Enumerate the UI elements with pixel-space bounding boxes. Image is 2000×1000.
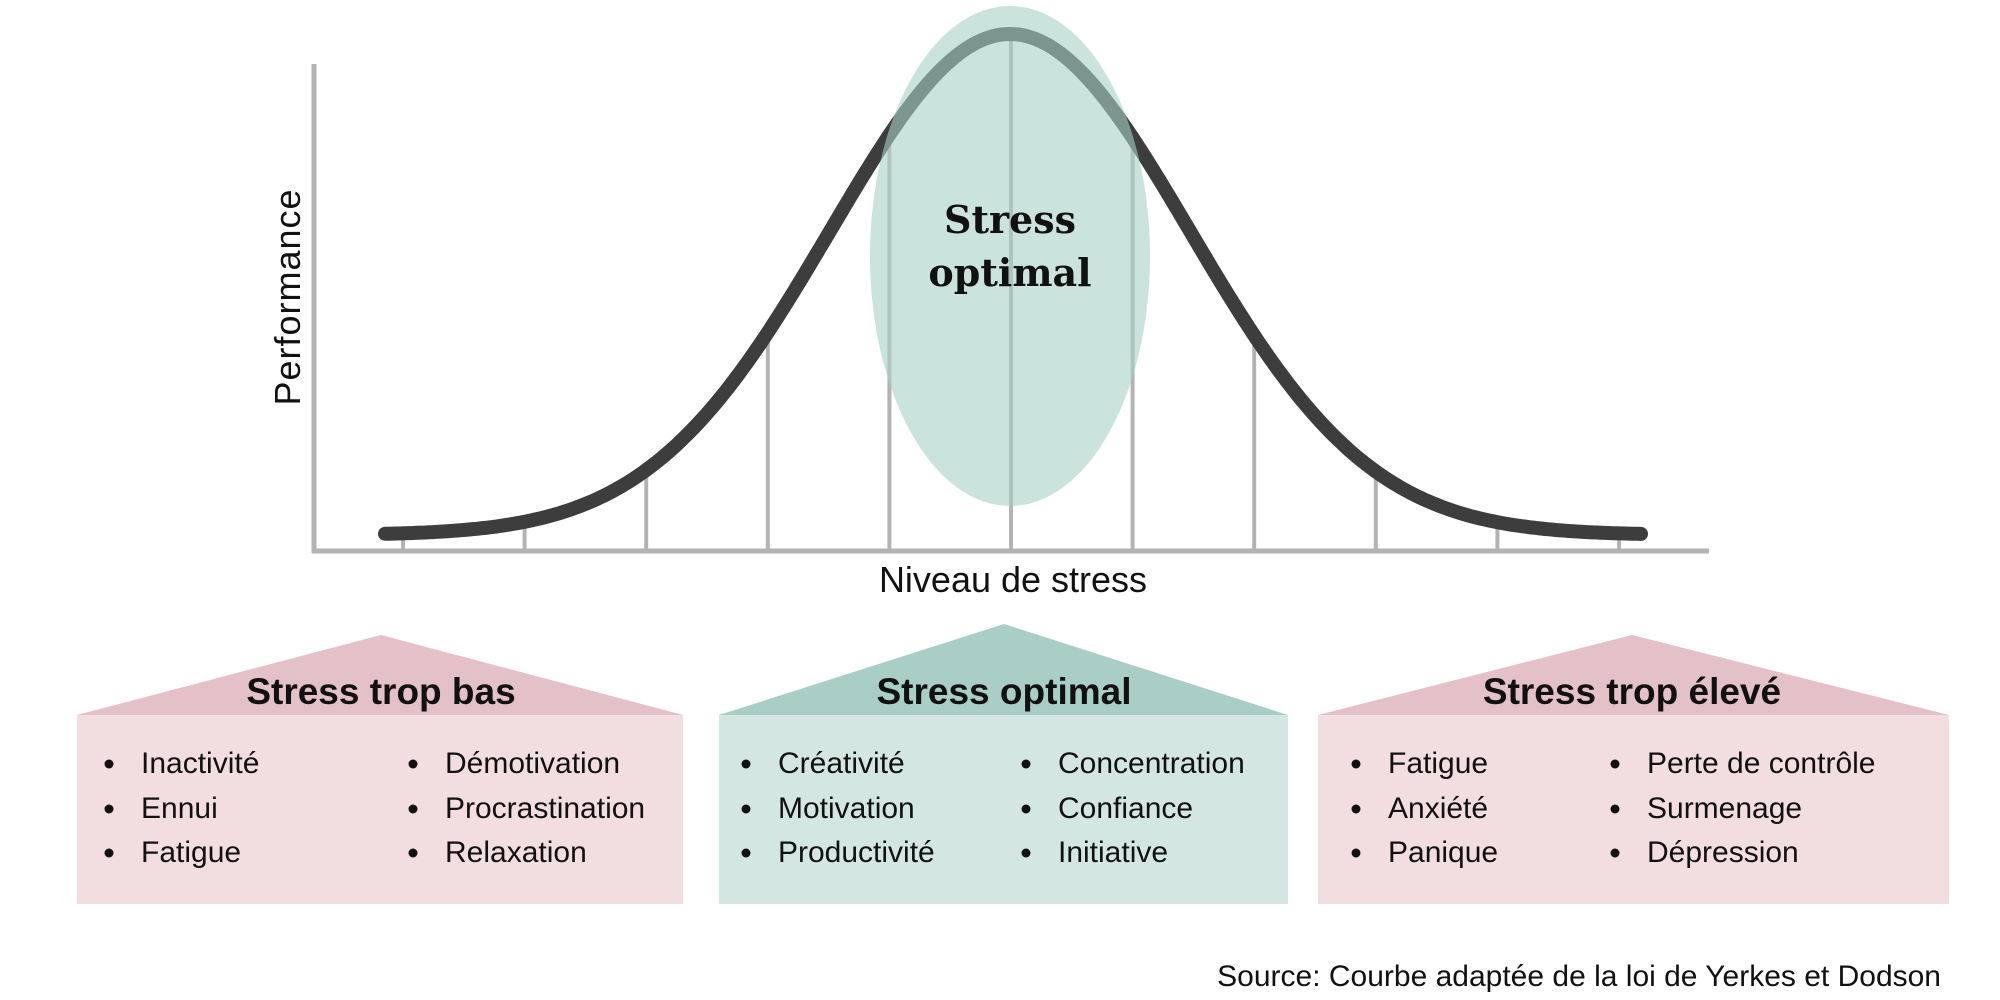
list-item: Anxiété <box>1388 792 1489 825</box>
bullet-icon <box>741 804 751 814</box>
list-item: Panique <box>1388 836 1499 869</box>
bullet-icon <box>408 804 418 814</box>
panel-optimal-body <box>719 715 1288 904</box>
optimal-zone-label: Stress optimal <box>928 193 1091 299</box>
panel-low-roof <box>77 635 683 715</box>
bullet-icon <box>1610 804 1620 814</box>
list-item: Ennui <box>141 792 218 825</box>
y-axis-label: Performance <box>267 188 308 406</box>
list-item: Concentration <box>1058 747 1245 780</box>
list-item: Procrastination <box>445 792 646 825</box>
panel-high-body <box>1318 715 1949 904</box>
bullet-icon <box>1021 804 1031 814</box>
optimal-zone-ellipse <box>870 6 1150 506</box>
optimal-zone-label-line: optimal <box>928 250 1092 295</box>
list-item: Démotivation <box>445 747 621 780</box>
bullet-icon <box>1351 804 1361 814</box>
panel-optimal-roof <box>719 624 1288 715</box>
bullet-icon <box>1021 759 1031 769</box>
bullet-icon <box>104 804 114 814</box>
panel-title: Stress trop élevé <box>1482 671 1782 712</box>
panel-low-body <box>77 715 683 904</box>
bullet-icon <box>1610 848 1620 858</box>
x-axis-label: Niveau de stress <box>878 559 1148 600</box>
list-item: Créativité <box>778 747 905 780</box>
panel-high-roof <box>1318 635 1949 715</box>
list-item: Dépression <box>1647 836 1799 869</box>
panel-title: Stress optimal <box>876 671 1132 712</box>
list-item: Surmenage <box>1647 792 1803 825</box>
bullet-icon <box>741 759 751 769</box>
source-note: Source: Courbe adaptée de la loi de Yerk… <box>1217 960 1941 993</box>
bullet-icon <box>1351 759 1361 769</box>
bullet-icon <box>741 848 751 858</box>
list-item: Inactivité <box>141 747 260 780</box>
bullet-icon <box>104 848 114 858</box>
bullet-icon <box>408 848 418 858</box>
bullet-icon <box>1610 759 1620 769</box>
panel-title: Stress trop bas <box>246 671 516 712</box>
list-item: Productivité <box>778 836 935 869</box>
list-item: Motivation <box>778 792 915 825</box>
list-item: Fatigue <box>1388 747 1489 780</box>
bullet-icon <box>408 759 418 769</box>
list-item: Confiance <box>1058 792 1194 825</box>
bullet-icon <box>104 759 114 769</box>
bullet-icon <box>1351 848 1361 858</box>
list-item: Initiative <box>1058 836 1169 869</box>
optimal-zone-label-line: Stress <box>944 197 1076 242</box>
list-item: Fatigue <box>141 836 242 869</box>
list-item: Perte de contrôle <box>1647 747 1876 780</box>
bullet-icon <box>1021 848 1031 858</box>
list-item: Relaxation <box>445 836 587 869</box>
